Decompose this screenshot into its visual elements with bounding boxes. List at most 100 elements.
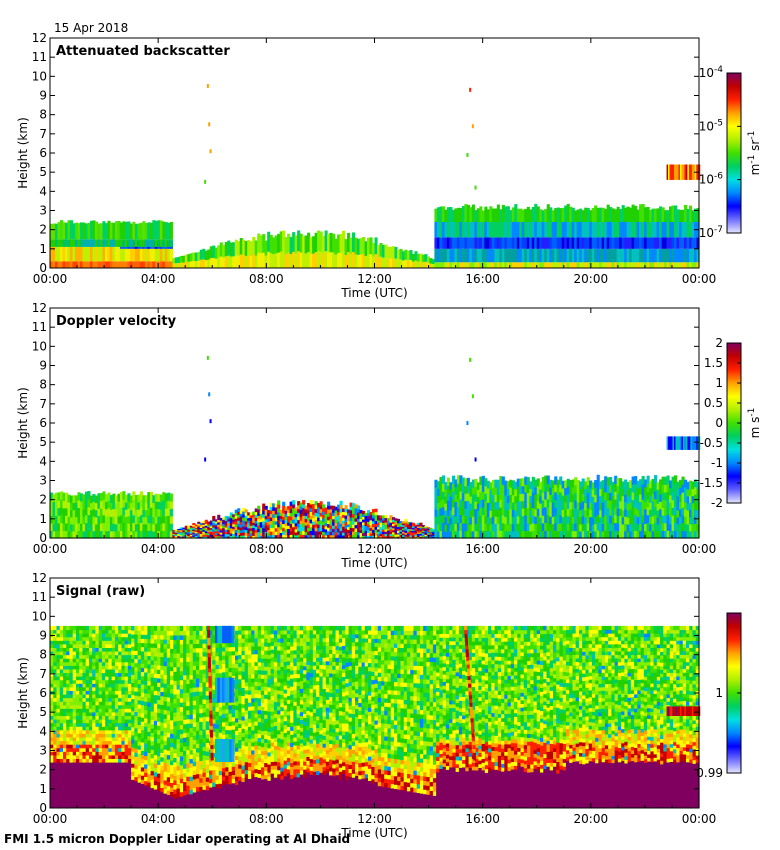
- data-cell: [84, 530, 89, 539]
- data-cell: [352, 252, 356, 268]
- data-cell: [139, 499, 143, 508]
- data-cell: [239, 527, 243, 531]
- data-cell: [99, 223, 104, 240]
- data-cell: [99, 530, 104, 539]
- colorbar-unit: m s-1: [747, 408, 762, 439]
- data-cell: [249, 517, 253, 521]
- data-cell: [147, 499, 151, 508]
- data-cell: [554, 248, 558, 263]
- data-cell: [614, 209, 618, 222]
- data-cell: [419, 253, 423, 262]
- data-cell: [94, 239, 99, 247]
- data-cell: [152, 246, 156, 262]
- data-cell: [694, 237, 698, 249]
- data-cell: [119, 491, 123, 501]
- y-tick-label: 2: [39, 223, 47, 237]
- data-cell: [259, 532, 263, 536]
- data-cell: [154, 220, 158, 240]
- data-cell: [207, 249, 211, 260]
- data-cell: [456, 207, 460, 222]
- data-cell: [274, 531, 278, 536]
- data-cell: [124, 261, 128, 268]
- data-cell: [242, 511, 246, 515]
- data-cell: [334, 531, 338, 536]
- data-cell: [162, 507, 166, 516]
- data-cell: [539, 262, 543, 268]
- data-cell: [277, 522, 281, 528]
- data-cell: [614, 248, 618, 263]
- data-cell: [471, 222, 475, 238]
- data-cell: [197, 529, 201, 533]
- data-cell: [399, 259, 403, 268]
- colorbar-tick-label: -0.5: [700, 436, 723, 450]
- data-cell: [516, 262, 520, 268]
- data-cell: [207, 528, 211, 531]
- data-cell: [334, 238, 338, 255]
- data-cell: [254, 529, 258, 533]
- data-cell: [669, 222, 673, 238]
- data-cell: [596, 262, 600, 268]
- data-cell: [471, 262, 475, 268]
- data-cell: [594, 222, 598, 238]
- data-cell: [177, 533, 181, 535]
- data-cell: [79, 246, 84, 262]
- data-cell: [381, 244, 386, 258]
- data-cell: [169, 246, 173, 262]
- data-cell: [302, 235, 306, 254]
- data-cell: [672, 164, 675, 180]
- data-cell: [79, 500, 84, 509]
- data-cell: [424, 254, 428, 262]
- data-cell: [519, 222, 523, 238]
- data-cell: [416, 253, 421, 262]
- data-cell: [549, 262, 553, 268]
- data-cell: [686, 208, 690, 222]
- data-cell: [367, 254, 371, 268]
- data-cell: [277, 534, 281, 539]
- data-cell: [192, 526, 196, 529]
- data-cell: [666, 237, 670, 249]
- data-cell: [204, 528, 208, 532]
- data-cell: [174, 531, 178, 534]
- data-cell: [229, 520, 233, 524]
- data-cell: [217, 519, 221, 523]
- data-cell: [352, 531, 356, 536]
- data-cell: [152, 495, 156, 503]
- data-cell: [659, 206, 663, 222]
- data-cell: [267, 251, 271, 268]
- data-cell: [119, 239, 123, 247]
- data-cell: [531, 207, 535, 222]
- data-cell: [304, 521, 308, 526]
- data-cell: [469, 207, 473, 222]
- data-cell: [219, 523, 223, 527]
- data-cell: [244, 255, 248, 268]
- data-cell: [252, 530, 256, 534]
- data-cell: [299, 252, 303, 268]
- data-cell: [247, 520, 251, 524]
- data-cell: [536, 248, 540, 263]
- data-cell: [132, 246, 136, 262]
- data-cell: [202, 259, 206, 268]
- data-cell: [339, 500, 343, 506]
- data-cell: [192, 535, 196, 538]
- data-cell: [534, 237, 538, 249]
- data-cell: [162, 239, 166, 247]
- data-cell: [89, 516, 94, 525]
- data-cell: [354, 517, 358, 522]
- data-cell: [372, 256, 376, 268]
- data-cell: [144, 222, 148, 240]
- data-cell: [292, 530, 296, 535]
- data-cell: [521, 222, 525, 238]
- data-cell: [491, 208, 495, 222]
- data-cell: [606, 222, 610, 238]
- data-cell: [117, 508, 121, 517]
- data-cell: [50, 246, 54, 262]
- data-cell: [344, 239, 348, 256]
- data-cell: [624, 207, 628, 222]
- x-axis-label: Time (UTC): [340, 556, 407, 570]
- data-cell: [109, 509, 114, 518]
- data-cell: [347, 509, 351, 513]
- data-cell: [62, 515, 66, 524]
- data-cell: [134, 261, 138, 268]
- data-cell: [197, 534, 201, 537]
